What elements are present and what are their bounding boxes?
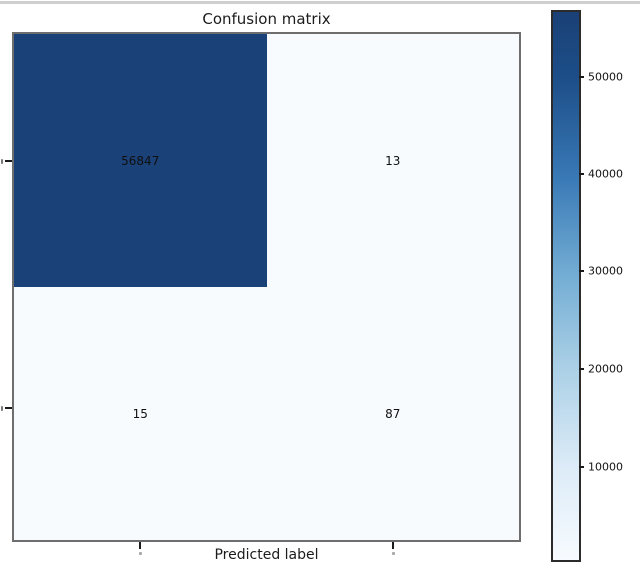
- x-tick-mark-col0: [139, 542, 142, 549]
- y-tick-mark-row1: [5, 407, 12, 410]
- x-tick-label-col1: [391, 552, 395, 555]
- colorbar-tick-label: 10000: [588, 460, 623, 474]
- colorbar-tick-10000: [579, 465, 584, 468]
- confusion-matrix-plot: 56847 13 15 87: [1, 32, 521, 555]
- colorbar-tick-label: 30000: [588, 264, 623, 278]
- colorbar-tick-30000: [579, 270, 584, 273]
- cell-value-1-1: 87: [385, 406, 401, 421]
- y-tick-mark-row0: [5, 159, 12, 162]
- cell-value-1-0: 15: [132, 406, 148, 421]
- colorbar-tick-label: 20000: [588, 362, 623, 376]
- cell-value-0-1: 13: [385, 153, 401, 168]
- x-tick-mark-col1: [391, 542, 394, 549]
- colorbar-tick-label: 50000: [588, 70, 623, 84]
- matrix-cell-0-0: [14, 34, 267, 287]
- colorbar-tick-50000: [579, 76, 584, 79]
- colorbar-tick-20000: [579, 367, 584, 370]
- y-tick-label-row1: [1, 406, 3, 412]
- chart-title: Confusion matrix: [202, 10, 331, 28]
- colorbar-tick-label: 40000: [588, 167, 623, 181]
- colorbar-tick-40000: [579, 173, 584, 176]
- cell-value-0-0: 56847: [121, 153, 160, 168]
- y-tick-label-row0: [1, 158, 3, 164]
- colorbar: 50000 40000 30000 20000 10000: [551, 10, 623, 562]
- x-tick-label-col0: [139, 552, 143, 555]
- x-axis-label: Predicted label: [214, 547, 319, 563]
- top-edge-strip: [0, 1, 640, 4]
